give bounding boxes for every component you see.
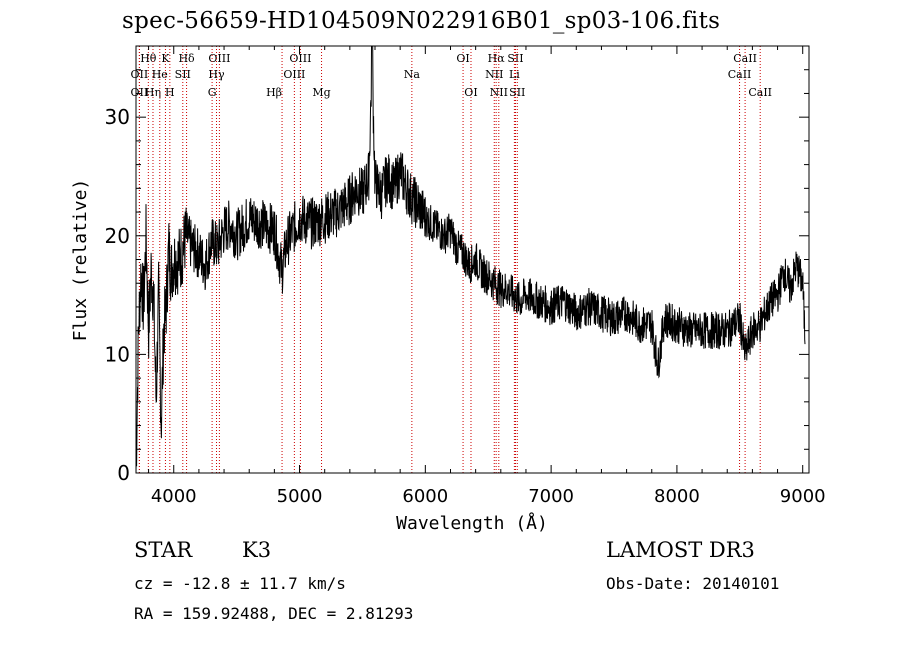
marker-label: OI (456, 52, 469, 65)
x-tick-label: 9000 (780, 486, 826, 507)
marker-label: OIII (208, 52, 230, 65)
marker-label: NII (490, 86, 508, 99)
marker-label: SII (509, 86, 525, 99)
marker-label: OII (131, 68, 149, 81)
marker-label: Hδ (178, 52, 195, 65)
obs-date: Obs-Date: 20140101 (606, 574, 780, 593)
marker-label: Hα (488, 52, 506, 65)
spectrum-line (135, 45, 806, 474)
marker-label: OII (131, 86, 149, 99)
marker-label: Hγ (208, 68, 225, 81)
survey-name: LAMOST DR3 (606, 538, 755, 562)
y-tick-label: 30 (105, 105, 130, 129)
marker-label: He (152, 68, 168, 81)
marker-label: K (161, 52, 170, 65)
marker-label: Na (404, 68, 421, 81)
marker-label: Mg (312, 86, 330, 99)
marker-label: OIII (289, 52, 311, 65)
x-tick-label: 4000 (151, 486, 197, 507)
star-subclass: K3 (242, 538, 272, 562)
plot-frame (135, 45, 810, 474)
marker-label: Hη (145, 86, 161, 99)
x-tick-label: 8000 (654, 486, 700, 507)
x-axis-label: Wavelength (Å) (396, 512, 548, 534)
marker-label: CaII (733, 52, 757, 65)
x-tick-label: 7000 (528, 486, 574, 507)
y-tick-label: 20 (105, 224, 130, 248)
y-tick-label: 10 (105, 342, 130, 366)
y-axis-label: Flux (relative) (70, 179, 91, 342)
marker-label: Li (509, 68, 520, 81)
marker-label: CaII (728, 68, 752, 81)
y-tick-label: 0 (117, 461, 130, 485)
marker-label: SII (175, 68, 191, 81)
marker-label: Hβ (266, 86, 282, 99)
ra-dec: RA = 159.92488, DEC = 2.81293 (134, 604, 414, 623)
x-tick-label: 5000 (277, 486, 323, 507)
cz-value: cz = -12.8 ± 11.7 km/s (134, 574, 346, 593)
marker-label: SII (507, 52, 523, 65)
star-class: STAR (134, 538, 193, 562)
marker-label: H (165, 86, 175, 99)
marker-label: CaII (748, 86, 772, 99)
marker-label: OI (464, 86, 477, 99)
marker-label: NII (485, 68, 503, 81)
marker-label: OIII (283, 68, 305, 81)
x-axis-ticks: 4000 5000 6000 7000 8000 9000 (148, 46, 826, 507)
y-axis-ticks: 0 10 20 30 (105, 69, 809, 485)
marker-label: G (208, 86, 217, 99)
chart-title: spec-56659-HD104509N022916B01_sp03-106.f… (122, 8, 721, 34)
x-tick-label: 6000 (402, 486, 448, 507)
marker-label: Hθ (140, 52, 157, 65)
